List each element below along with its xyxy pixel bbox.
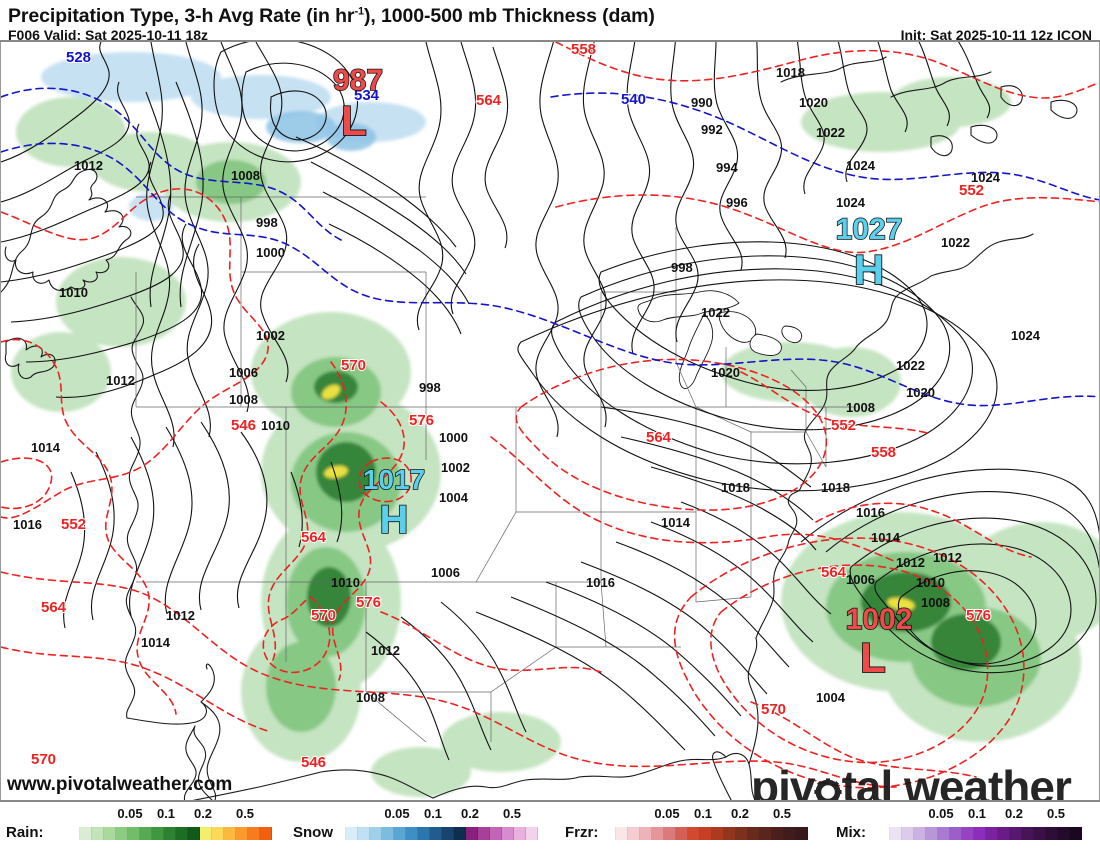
svg-text:998: 998 [256, 215, 278, 230]
svg-text:1014: 1014 [871, 530, 901, 545]
svg-text:570: 570 [311, 607, 336, 624]
svg-text:1012: 1012 [74, 158, 103, 173]
svg-text:564: 564 [646, 429, 672, 446]
svg-text:1018: 1018 [776, 65, 805, 80]
svg-text:570: 570 [341, 357, 366, 374]
svg-text:1014: 1014 [661, 515, 691, 530]
svg-text:L: L [860, 634, 886, 681]
svg-text:1004: 1004 [439, 490, 469, 505]
svg-text:1006: 1006 [846, 572, 875, 587]
svg-text:1016: 1016 [856, 505, 885, 520]
svg-text:1020: 1020 [711, 365, 740, 380]
svg-text:1020: 1020 [799, 95, 828, 110]
svg-text:996: 996 [726, 195, 748, 210]
svg-text:1012: 1012 [933, 550, 962, 565]
svg-text:1020: 1020 [906, 385, 935, 400]
svg-text:1010: 1010 [331, 575, 360, 590]
svg-text:546: 546 [301, 754, 326, 771]
svg-text:558: 558 [571, 42, 596, 58]
svg-text:1008: 1008 [229, 392, 258, 407]
svg-text:1014: 1014 [141, 635, 171, 650]
svg-text:L: L [341, 97, 367, 144]
svg-text:552: 552 [831, 417, 856, 434]
svg-text:1018: 1018 [821, 480, 850, 495]
svg-text:998: 998 [419, 380, 441, 395]
svg-text:1002: 1002 [441, 460, 470, 475]
svg-text:564: 564 [41, 599, 67, 616]
svg-text:992: 992 [701, 122, 723, 137]
svg-text:552: 552 [61, 516, 86, 533]
svg-text:552: 552 [959, 182, 984, 199]
svg-text:1012: 1012 [896, 555, 925, 570]
svg-text:1014: 1014 [31, 440, 61, 455]
svg-text:pivotal weather: pivotal weather [751, 761, 1072, 800]
svg-text:1027: 1027 [836, 213, 903, 246]
svg-text:576: 576 [356, 594, 381, 611]
svg-text:1018: 1018 [721, 480, 750, 495]
svg-text:564: 564 [301, 529, 327, 546]
svg-text:990: 990 [691, 95, 713, 110]
svg-text:558: 558 [871, 444, 896, 461]
svg-text:1000: 1000 [439, 430, 468, 445]
svg-text:1022: 1022 [941, 235, 970, 250]
svg-text:1010: 1010 [916, 575, 945, 590]
svg-text:576: 576 [409, 412, 434, 429]
svg-text:1006: 1006 [431, 565, 460, 580]
svg-text:1008: 1008 [356, 690, 385, 705]
svg-text:1010: 1010 [261, 418, 290, 433]
svg-text:1010: 1010 [59, 285, 88, 300]
svg-text:1012: 1012 [371, 643, 400, 658]
svg-text:1008: 1008 [231, 168, 260, 183]
svg-text:570: 570 [761, 701, 786, 718]
svg-text:1016: 1016 [13, 517, 42, 532]
svg-text:1024: 1024 [846, 158, 876, 173]
svg-text:570: 570 [31, 751, 56, 768]
svg-text:994: 994 [716, 160, 738, 175]
svg-text:1022: 1022 [701, 305, 730, 320]
svg-text:1002: 1002 [256, 328, 285, 343]
svg-text:998: 998 [671, 260, 693, 275]
svg-text:H: H [854, 246, 884, 293]
svg-text:546: 546 [231, 417, 256, 434]
svg-text:1024: 1024 [1011, 328, 1041, 343]
svg-text:564: 564 [821, 564, 847, 581]
svg-text:1016: 1016 [586, 575, 615, 590]
svg-text:1004: 1004 [816, 690, 846, 705]
svg-text:540: 540 [621, 91, 646, 108]
svg-text:528: 528 [66, 49, 91, 66]
svg-text:H: H [380, 498, 409, 542]
svg-text:1006: 1006 [229, 365, 258, 380]
svg-text:1012: 1012 [106, 373, 135, 388]
svg-text:1000: 1000 [256, 245, 285, 260]
svg-text:576: 576 [966, 607, 991, 624]
svg-text:1022: 1022 [896, 358, 925, 373]
svg-text:1024: 1024 [836, 195, 866, 210]
svg-text:1008: 1008 [921, 595, 950, 610]
svg-text:564: 564 [476, 92, 502, 109]
svg-text:1002: 1002 [846, 603, 913, 636]
svg-text:987: 987 [333, 64, 383, 97]
svg-text:1022: 1022 [816, 125, 845, 140]
svg-text:1008: 1008 [846, 400, 875, 415]
svg-text:1017: 1017 [363, 464, 425, 495]
svg-text:1012: 1012 [166, 608, 195, 623]
